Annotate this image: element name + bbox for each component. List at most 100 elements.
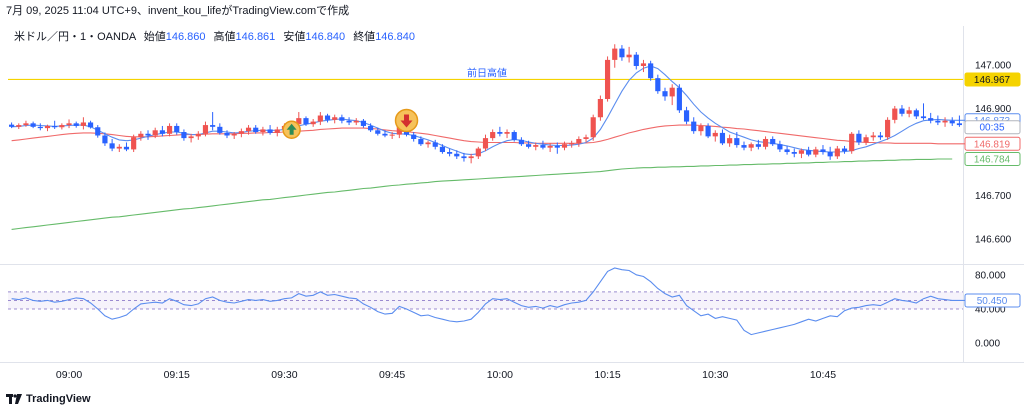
candle-body [339,117,345,121]
candle-body [245,127,252,132]
candle-body [798,150,805,154]
candle-body [525,144,532,147]
time-tick-label: 10:15 [594,369,620,381]
candle-body [310,121,316,125]
candle-body [418,138,424,145]
candle-body [382,133,388,136]
buy-signal-marker [282,120,301,140]
time-tick-label: 10:45 [810,369,836,381]
price-label-text: 00:35 [979,123,1004,134]
candle-body [145,133,151,136]
rsi-tick-label: 40.000 [975,304,1006,315]
candle-body [482,138,489,149]
candle-body [80,122,86,126]
low-label: 安値 [283,31,306,43]
candle-body [260,129,266,133]
candle-body [475,148,481,157]
candle-body [511,132,517,140]
price-label-ma_mid: 146.819 [964,136,1021,151]
candle-body [9,124,15,127]
candle-body [676,87,682,111]
candle-body [439,146,446,153]
candle-body [956,123,962,126]
time-tick-label: 09:00 [56,369,82,381]
ma-mid-line [11,124,967,145]
candle-body [447,152,453,154]
candle-body [863,137,869,143]
candle-body [52,125,58,128]
candle-body [885,119,891,138]
candle-body [590,117,596,138]
chart-header-title: 7月 09, 2025 11:04 UTC+9、invent_kou_lifeが… [6,5,350,17]
candle-body [210,125,216,127]
candle-body [152,130,158,136]
candle-body [727,138,733,144]
candle-body [877,135,884,138]
candle-body [899,108,905,114]
price-tick-label: 147.000 [975,61,1012,72]
candle-body [375,130,381,134]
rsi-tick-label: 80.000 [975,270,1006,281]
candle-body [856,133,862,143]
low-value: 146.840 [305,31,346,43]
candle-body [73,123,79,126]
price-label-text: 146.784 [974,154,1011,165]
candle-body [597,99,603,118]
candle-body [705,125,711,137]
candle-body [619,48,625,58]
candle-body [87,122,94,128]
candle-body [554,145,560,148]
price-label-text: 146.819 [974,139,1011,150]
candle-body [770,138,776,145]
candle-body [683,110,690,122]
tradingview-logo[interactable]: TradingView [6,393,91,405]
candle-body [497,132,503,134]
candle-body [849,133,855,152]
price-tick-label: 146.700 [975,191,1012,202]
candle-body [181,132,187,139]
price-label-prev_high: 146.967 [964,72,1021,87]
rsi-last-value: 50.450 [964,293,1021,308]
candle-body [791,152,797,154]
candle-body [540,145,546,148]
open-label: 始値 [143,31,166,43]
candle-body [468,156,474,159]
candle-body [224,132,230,136]
candle-body [949,120,955,124]
candle-body [533,145,539,147]
candle-body [820,149,826,153]
candle-body [813,149,819,155]
candle-body [231,133,237,136]
open-value: 146.860 [165,31,206,43]
candle-body [368,125,374,131]
prev-high-label: 前日高値 [467,66,507,79]
candle-body [159,130,165,134]
candle-body [712,132,718,137]
candle-body [583,137,589,139]
candle-body [389,134,395,136]
candle-body [691,121,697,132]
candle-body [396,126,402,135]
candle-body [353,120,359,123]
candle-body [504,132,510,134]
high-label: 高値 [213,31,236,43]
price-label-box [964,151,1021,166]
price-label-box [964,72,1021,87]
symbol-info-line: 米ドル／円・1・OANDA 始値146.860 高値146.861 安値146.… [14,28,415,44]
price-label-ma_slow: 146.784 [964,151,1021,166]
candle-body [942,120,948,123]
high-value: 146.861 [235,31,276,43]
candle-body [827,152,833,157]
candle-body [920,116,927,119]
candle-body [109,143,115,149]
candle-body [324,115,331,120]
candle-body [719,132,726,144]
candle-body [870,135,876,138]
ma-slow-line [11,158,953,230]
close-value: 146.840 [375,31,415,43]
candle-body [834,148,840,157]
candle-body [102,135,108,144]
candle-body [518,139,524,145]
price-label-box [964,136,1021,151]
rsi-line [11,267,967,336]
